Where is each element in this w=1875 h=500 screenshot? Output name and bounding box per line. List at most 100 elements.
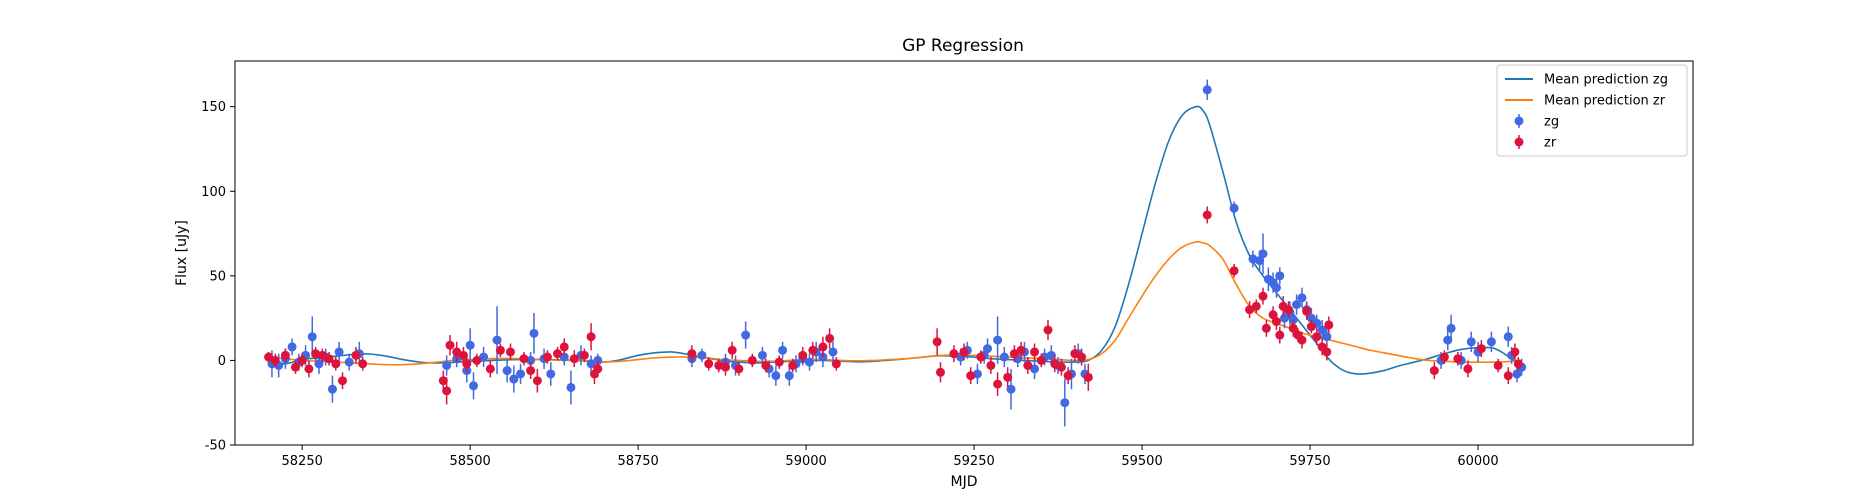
- data-point: [976, 352, 986, 362]
- data-point: [492, 335, 502, 345]
- data-point: [1503, 371, 1513, 381]
- x-tick-label: 59250: [953, 454, 994, 469]
- data-point: [579, 350, 589, 360]
- data-point: [1003, 372, 1013, 382]
- legend-marker-swatch: [1514, 116, 1524, 126]
- data-point: [828, 347, 838, 357]
- data-point: [1261, 323, 1271, 333]
- data-point: [1302, 306, 1312, 316]
- data-point: [808, 345, 818, 355]
- data-point: [586, 359, 596, 369]
- data-point: [1317, 325, 1327, 335]
- y-tick-label: -50: [205, 439, 226, 454]
- data-point: [311, 349, 321, 359]
- data-point: [1439, 352, 1449, 362]
- data-point: [1324, 320, 1334, 330]
- data-point: [1255, 256, 1265, 266]
- x-tick-label: 59500: [1121, 454, 1162, 469]
- data-point: [1245, 305, 1255, 315]
- data-point: [720, 362, 730, 372]
- x-tick-label: 58250: [282, 454, 323, 469]
- data-point: [1297, 293, 1307, 303]
- legend-label: Mean prediction zr: [1544, 94, 1666, 109]
- data-point: [344, 357, 354, 367]
- data-point: [1271, 283, 1281, 293]
- y-axis-label: Flux [uJy]: [174, 220, 190, 286]
- data-point: [1016, 345, 1026, 355]
- data-point: [1063, 371, 1073, 381]
- data-point: [559, 342, 569, 352]
- data-point: [1312, 332, 1322, 342]
- data-point: [1006, 384, 1016, 394]
- data-point: [472, 355, 482, 365]
- data-point: [1513, 359, 1523, 369]
- data-point: [334, 347, 344, 357]
- data-point: [704, 359, 714, 369]
- legend-marker-swatch: [1514, 137, 1524, 147]
- data-point: [1275, 330, 1285, 340]
- data-point: [529, 328, 539, 338]
- legend-entry: Mean prediction zg: [1505, 73, 1668, 88]
- data-point: [983, 344, 993, 354]
- data-point: [566, 382, 576, 392]
- data-point: [1046, 350, 1056, 360]
- y-tick-label: 150: [201, 100, 226, 115]
- data-point: [469, 381, 479, 391]
- data-point: [264, 352, 274, 362]
- data-point: [714, 360, 724, 370]
- data-point: [757, 350, 767, 360]
- data-point: [741, 330, 751, 340]
- data-point: [1443, 335, 1453, 345]
- plot-frame: [234, 60, 1694, 446]
- data-point: [542, 352, 552, 362]
- chart-title: GP Regression: [902, 36, 1024, 56]
- data-point: [307, 332, 317, 342]
- y-tick-label: 50: [209, 269, 226, 284]
- data-point: [331, 359, 341, 369]
- data-point: [1036, 355, 1046, 365]
- data-point: [324, 354, 334, 364]
- data-point: [1070, 349, 1080, 359]
- data-point: [727, 345, 737, 355]
- data-point: [1268, 310, 1278, 320]
- data-point: [1060, 398, 1070, 408]
- data-point: [465, 340, 475, 350]
- data-point: [526, 355, 536, 365]
- plot-area: [234, 60, 1694, 446]
- data-point: [1288, 323, 1298, 333]
- data-point: [999, 352, 1009, 362]
- data-point: [532, 376, 542, 386]
- data-point: [687, 349, 697, 359]
- data-point: [1284, 305, 1294, 315]
- data-point: [516, 369, 526, 379]
- data-point: [1429, 366, 1439, 376]
- y-tick-label: 100: [201, 185, 226, 200]
- data-point: [1466, 337, 1476, 347]
- data-point: [1258, 249, 1268, 259]
- data-point: [290, 362, 300, 372]
- data-point: [1043, 325, 1053, 335]
- data-point: [438, 376, 448, 386]
- data-point: [935, 367, 945, 377]
- x-tick-label: 58500: [449, 454, 490, 469]
- data-point: [351, 350, 361, 360]
- y-axis: -50 0 50 100 150: [201, 100, 235, 454]
- data-point: [445, 340, 455, 350]
- data-point: [317, 350, 327, 360]
- x-tick-label: 59750: [1289, 454, 1330, 469]
- data-point: [1248, 254, 1258, 264]
- data-point: [784, 371, 794, 381]
- x-axis: 58250 58500 58750 59000 59250 59500 59750 60000: [282, 445, 1499, 469]
- data-point: [462, 359, 472, 369]
- series-zr: [264, 206, 1523, 405]
- data-point: [697, 350, 707, 360]
- data-points: [264, 79, 1527, 427]
- data-point: [1023, 360, 1033, 370]
- x-tick-label: 60000: [1457, 454, 1498, 469]
- data-point: [966, 371, 976, 381]
- data-point: [442, 386, 452, 396]
- data-point: [734, 364, 744, 374]
- legend-entry: Mean prediction zr: [1505, 94, 1666, 109]
- data-point: [932, 337, 942, 347]
- data-point: [287, 342, 297, 352]
